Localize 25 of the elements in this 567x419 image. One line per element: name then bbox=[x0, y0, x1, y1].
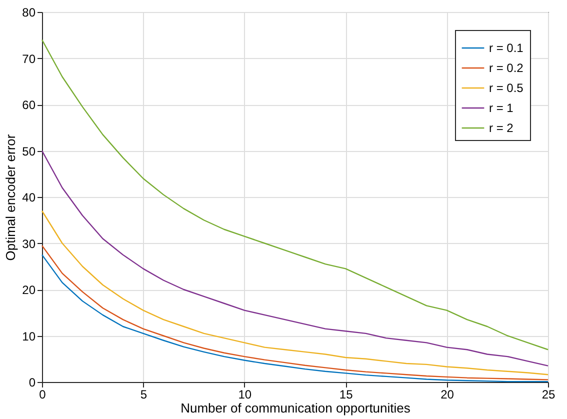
legend-label: r = 0.2 bbox=[489, 61, 524, 75]
y-tick-label: 50 bbox=[22, 144, 36, 158]
x-tick-label: 0 bbox=[39, 388, 46, 402]
y-tick-label: 0 bbox=[28, 376, 36, 390]
y-tick-label: 30 bbox=[22, 236, 36, 251]
y-tick-label: 20 bbox=[22, 283, 36, 297]
x-tick-label: 10 bbox=[238, 388, 252, 402]
y-tick-label: 40 bbox=[22, 190, 36, 204]
legend-label: r = 0.1 bbox=[489, 41, 524, 55]
y-axis-title: Optimal encoder error bbox=[3, 134, 18, 261]
line-series bbox=[41, 39, 549, 350]
line-series bbox=[41, 210, 549, 376]
legend-label: r = 0.5 bbox=[489, 81, 524, 95]
y-tick-label: 80 bbox=[22, 6, 36, 20]
y-tick-label: 10 bbox=[22, 329, 36, 344]
y-tick-label: 60 bbox=[22, 98, 36, 112]
line-series bbox=[41, 150, 549, 366]
x-axis-title: Number of communication opportunities bbox=[180, 400, 411, 416]
legend-label: r = 1 bbox=[489, 101, 514, 115]
x-tick-label: 15 bbox=[339, 388, 354, 402]
x-tick-label: 5 bbox=[140, 388, 148, 402]
legend-label: r = 2 bbox=[489, 121, 514, 135]
y-tick-label: 70 bbox=[22, 52, 36, 66]
x-tick-label: 20 bbox=[440, 388, 454, 402]
x-tick-label: 25 bbox=[542, 388, 556, 402]
